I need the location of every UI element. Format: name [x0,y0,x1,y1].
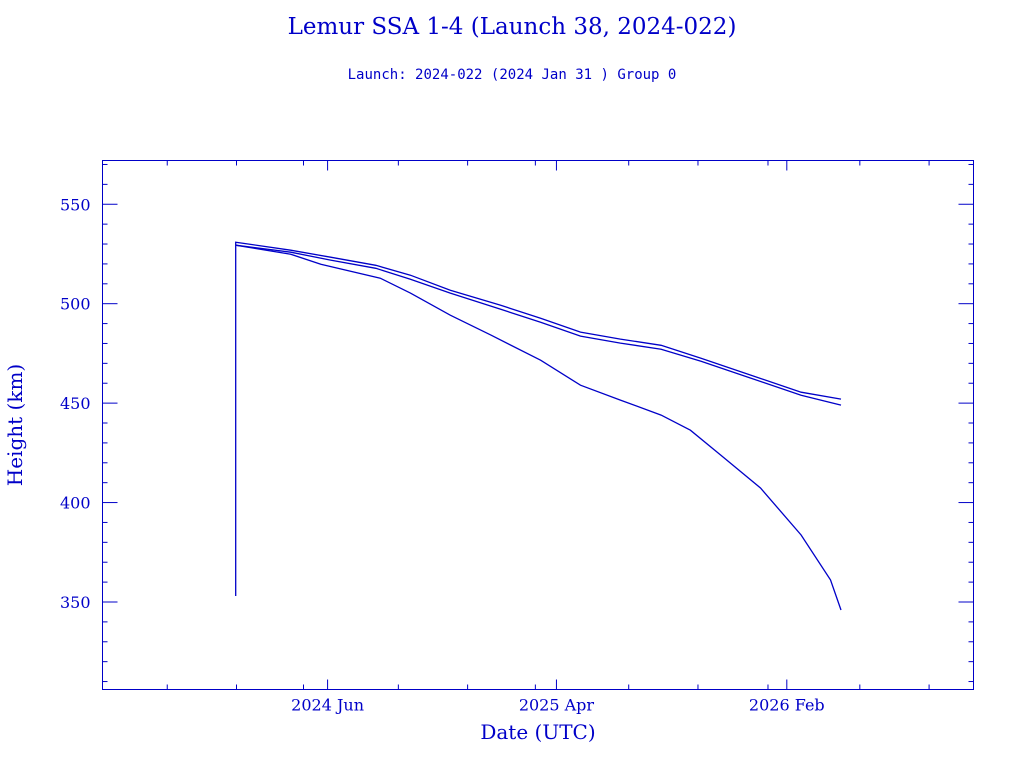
y-tick-label: 500 [60,295,91,314]
series-line-object-3 [235,244,842,611]
chart-title: Lemur SSA 1-4 (Launch 38, 2024-022) [287,14,737,40]
plot-frame [102,160,974,690]
x-tick-label: 2025 Apr [519,696,595,715]
x-tick-label: 2026 Feb [749,696,825,715]
series-line-object-2 [235,244,842,406]
y-axis-title: Height (km) [3,364,27,486]
chart-subtitle: Launch: 2024-022 (2024 Jan 31 ) Group 0 [347,67,677,83]
y-tick-label: 350 [60,593,91,612]
y-tick-label: 550 [60,195,91,214]
x-tick-label: 2024 Jun [291,696,364,715]
series-line-object-1 [235,241,842,596]
y-tick-label: 450 [60,394,91,413]
x-axis-title: Date (UTC) [480,720,595,744]
y-tick-label: 400 [60,494,91,513]
